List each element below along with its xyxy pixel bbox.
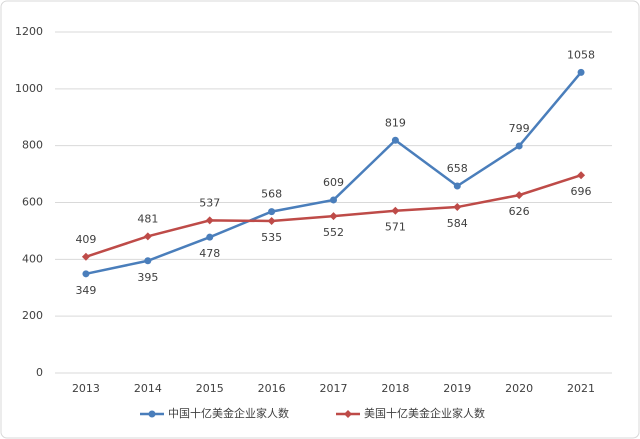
x-tick-label: 2020 [505, 382, 533, 395]
legend-label: 美国十亿美金企业家人数 [364, 406, 485, 420]
data-label: 1058 [567, 48, 595, 61]
point [453, 182, 461, 190]
legend-marker [148, 410, 156, 418]
point [144, 257, 152, 265]
data-label: 609 [323, 176, 344, 189]
point [515, 191, 524, 200]
legend-marker [344, 410, 352, 418]
point [81, 252, 90, 261]
point [391, 136, 399, 144]
data-label: 626 [509, 205, 530, 218]
point [143, 232, 152, 241]
data-label: 571 [385, 221, 406, 234]
data-label: 537 [199, 196, 220, 209]
x-tick-label: 2016 [258, 382, 286, 395]
point [82, 270, 90, 278]
point [267, 216, 276, 225]
point [329, 212, 338, 221]
data-label: 478 [199, 247, 220, 260]
point [206, 233, 214, 241]
point [453, 203, 462, 212]
x-tick-label: 2019 [443, 382, 471, 395]
data-label: 535 [261, 231, 282, 244]
data-label: 819 [385, 116, 406, 129]
y-tick-label: 1200 [15, 25, 43, 38]
y-tick-label: 200 [22, 309, 43, 322]
y-tick-label: 1000 [15, 82, 43, 95]
data-label: 568 [261, 188, 282, 201]
data-label: 799 [509, 122, 530, 135]
point [391, 206, 400, 215]
point [268, 208, 276, 216]
data-label: 584 [447, 217, 468, 230]
data-label: 481 [137, 212, 158, 225]
point [515, 142, 523, 150]
point [205, 216, 214, 225]
y-tick-label: 600 [22, 196, 43, 209]
data-label: 696 [571, 185, 592, 198]
data-label: 409 [75, 233, 96, 246]
x-tick-label: 2013 [72, 382, 100, 395]
legend-label: 中国十亿美金企业家人数 [168, 406, 289, 420]
data-label: 349 [75, 284, 96, 297]
x-tick-label: 2021 [567, 382, 595, 395]
y-tick-label: 800 [22, 139, 43, 152]
data-label: 658 [447, 162, 468, 175]
x-tick-label: 2014 [134, 382, 162, 395]
point [577, 68, 585, 76]
x-tick-label: 2015 [196, 382, 224, 395]
data-label: 395 [137, 271, 158, 284]
point [577, 171, 586, 180]
y-tick-label: 0 [36, 366, 43, 379]
point [330, 196, 337, 204]
x-tick-label: 2018 [381, 382, 409, 395]
data-label: 552 [323, 226, 344, 239]
y-tick-label: 400 [22, 252, 43, 265]
x-tick-label: 2017 [320, 382, 348, 395]
